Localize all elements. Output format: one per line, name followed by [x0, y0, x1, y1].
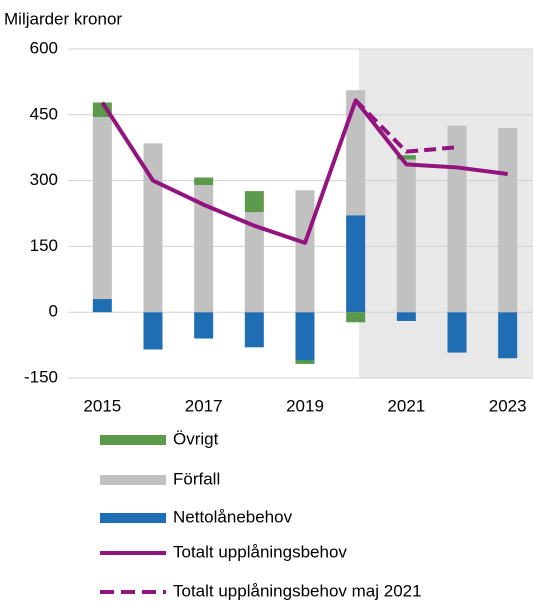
bar	[295, 312, 315, 361]
bar	[498, 127, 518, 313]
x-tick-label: 2023	[489, 396, 527, 415]
x-tick-label: 2015	[83, 396, 121, 415]
bar	[143, 143, 163, 313]
y-tick-label: 600	[30, 38, 58, 57]
bar	[92, 299, 112, 313]
bar	[396, 312, 416, 321]
bar	[194, 312, 214, 339]
legend-label: Övrigt	[173, 429, 219, 448]
bar	[143, 312, 163, 350]
legend-label: Förfall	[173, 469, 220, 488]
bar	[244, 312, 264, 348]
legend-label: Totalt upplåningsbehov	[173, 542, 347, 561]
bar	[346, 215, 366, 313]
bar	[194, 184, 214, 313]
bar	[244, 191, 264, 213]
x-tick-label: 2019	[286, 396, 324, 415]
bar	[295, 360, 315, 364]
bar	[346, 312, 366, 323]
bar	[396, 155, 416, 160]
x-tick-label: 2017	[185, 396, 223, 415]
bar	[194, 177, 214, 185]
bar	[447, 312, 467, 353]
line	[354, 98, 458, 154]
y-tick-label: 150	[30, 236, 58, 255]
bar	[92, 116, 112, 300]
x-tick-label: 2021	[387, 396, 425, 415]
y-tick-label: 300	[30, 170, 58, 189]
bar	[244, 212, 264, 313]
bar	[295, 190, 315, 313]
y-tick-label: -150	[24, 367, 58, 386]
bar	[447, 125, 467, 313]
bar	[498, 312, 518, 359]
y-tick-label: 0	[49, 302, 58, 321]
line	[100, 98, 508, 245]
y-axis-label: Miljarder kronor	[4, 9, 122, 28]
y-tick-label: 450	[30, 104, 58, 123]
bar	[346, 90, 366, 216]
legend-label: Nettolånebehov	[173, 507, 293, 526]
legend-label: Totalt upplåningsbehov maj 2021	[173, 581, 422, 600]
bar	[396, 159, 416, 313]
